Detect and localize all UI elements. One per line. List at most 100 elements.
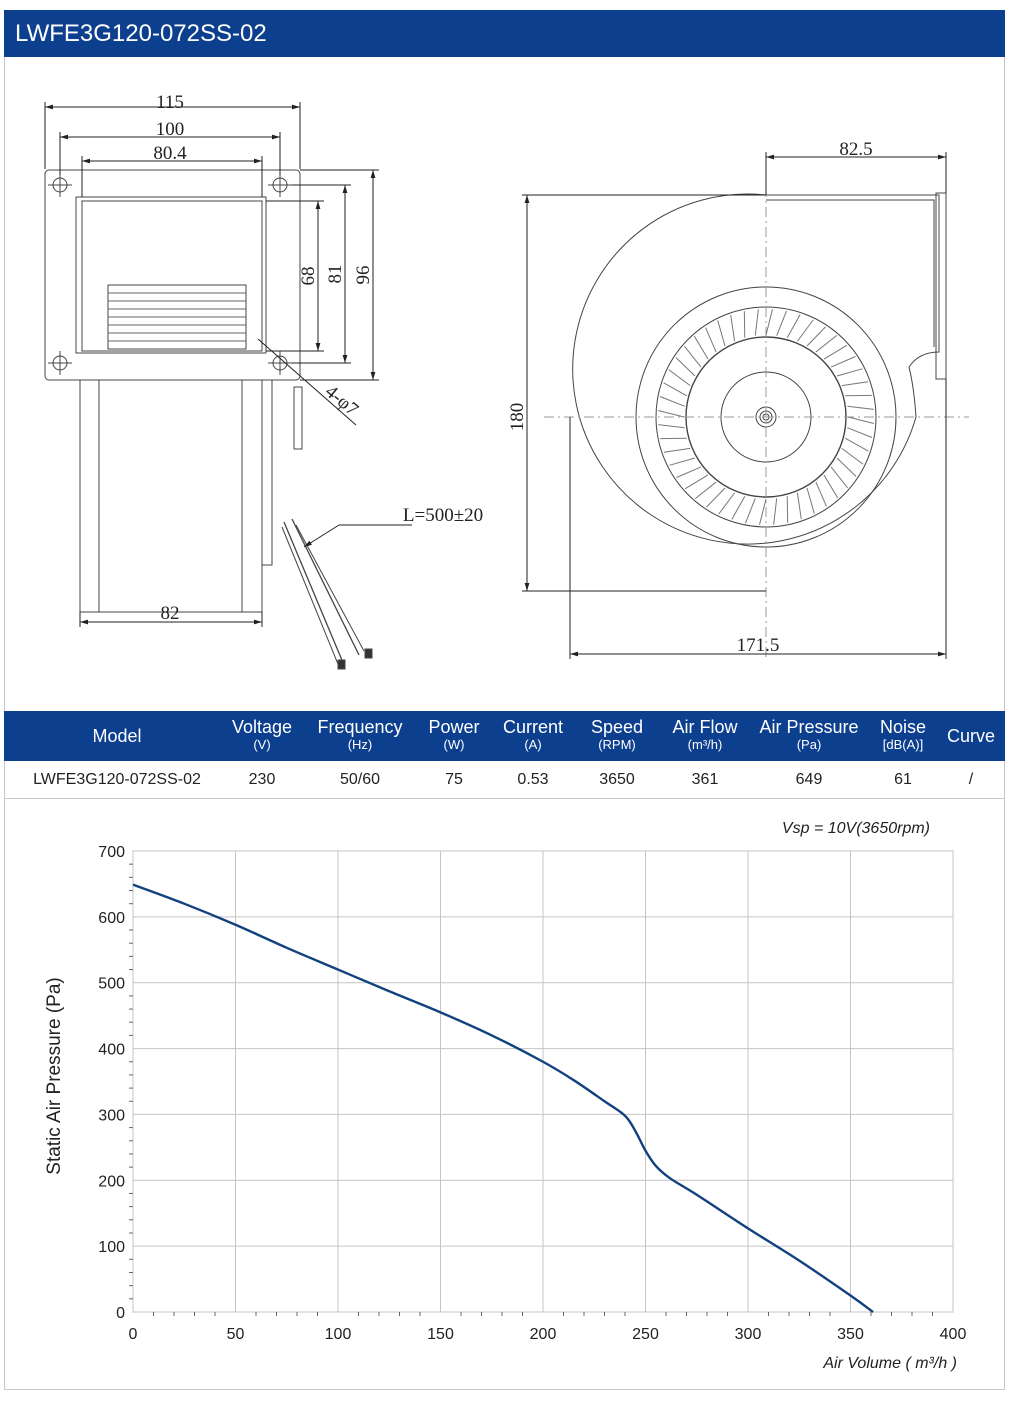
drawing-svg: 115 100 80.4 68 81 96 4-φ7 L=500±20 82 8… (44, 92, 969, 670)
page-title: LWFE3G120-072SS-02 (15, 20, 267, 47)
cell-noise: 61 (894, 771, 912, 788)
impeller-blade (796, 492, 802, 520)
header-curve: Curve (946, 726, 995, 746)
x-tick-label: 150 (427, 1326, 454, 1343)
header-power: Power (W) (428, 717, 480, 752)
x-tick-label: 0 (129, 1326, 138, 1343)
impeller-blade (776, 310, 787, 336)
impeller-blade (847, 416, 874, 424)
dim-label: 171.5 (737, 635, 780, 656)
impeller-blade (830, 356, 856, 368)
impeller-blade (841, 447, 864, 465)
y-axis-label: Static Air Pressure (Pa) (44, 977, 65, 1174)
header-speed: Speed (RPM) (590, 717, 644, 752)
cell-frequency: 50/60 (339, 771, 381, 788)
cell-model: LWFE3G120-072SS-02 (33, 771, 201, 788)
cell-curve: / (968, 771, 974, 788)
x-tick-label: 350 (837, 1326, 864, 1343)
header-noise: Noise [dB(A)] (879, 717, 927, 752)
impeller-blade (668, 369, 691, 387)
impeller-blade (730, 314, 736, 342)
impeller-blade (841, 381, 869, 387)
impeller-blade (694, 481, 717, 499)
dim-label: 80.4 (153, 143, 187, 164)
y-tick-label: 500 (98, 976, 125, 993)
x-tick-label: 100 (325, 1326, 352, 1343)
spec-table-header: Model Voltage (V) Frequency (Hz) Power (W) … (4, 711, 1005, 761)
chart-annotation: Vsp = 10V(3650rpm) (782, 820, 930, 837)
x-tick-label: 250 (632, 1326, 659, 1343)
impeller-blade (847, 405, 874, 410)
cell-current: 0.53 (517, 771, 549, 788)
header-current: Current (A) (502, 717, 564, 752)
y-tick-label: 700 (98, 844, 125, 861)
pressure-flow-chart: 0 100 200 300 400 500 600 700 0 50 100 150 200 250 300… (4, 798, 1005, 1390)
header-model: Model (92, 726, 142, 746)
cell-speed: 3650 (599, 771, 635, 788)
dim-label: 180 (507, 403, 528, 432)
impeller-blade (675, 357, 696, 377)
impeller-blade (669, 457, 696, 466)
dim-label: L=500±20 (403, 505, 483, 526)
impeller-blade (718, 492, 736, 515)
impeller-blade (796, 319, 814, 342)
y-tick-label: 100 (98, 1239, 125, 1256)
impeller-blade (693, 335, 709, 360)
impeller-blade (806, 487, 815, 514)
impeller-blade (786, 314, 801, 339)
impeller-blade (663, 447, 691, 453)
impeller-blade (759, 498, 767, 525)
cell-air-pressure: 649 (795, 771, 823, 788)
header-frequency: Frequency (Hz) (317, 717, 403, 752)
cell-air-flow: 361 (691, 771, 719, 788)
table-row: LWFE3G120-072SS-02 230 50/60 75 0.53 365… (4, 761, 1005, 799)
header-voltage: Voltage (V) (231, 717, 293, 752)
dim-label: 82.5 (839, 139, 872, 160)
chart-grid (132, 850, 954, 1313)
impeller-blade (659, 396, 685, 407)
x-tick-label: 200 (530, 1326, 557, 1343)
dim-label: 82 (161, 603, 180, 624)
dim-label: 115 (156, 92, 184, 113)
y-tick-label: 0 (116, 1305, 125, 1322)
impeller-blade (663, 382, 688, 397)
impeller-blade (717, 320, 726, 347)
y-tick-label: 600 (98, 910, 125, 927)
dim-label: 4-φ7 (321, 381, 362, 420)
impeller-blade (684, 345, 702, 368)
impeller-blade (844, 437, 869, 452)
x-tick-label: 300 (735, 1326, 762, 1343)
series-line (132, 883, 874, 1313)
technical-drawing: 115 100 80.4 68 81 96 4-φ7 L=500±20 82 8… (4, 57, 1005, 711)
impeller-blade (731, 495, 746, 520)
impeller-blade (847, 427, 873, 438)
chart-svg: 0 100 200 300 400 500 600 700 0 50 100 150 200 250 300… (44, 820, 966, 1372)
impeller-blade (823, 474, 839, 499)
impeller-blade (754, 309, 759, 336)
impeller-blade (658, 410, 685, 418)
impeller-blade (773, 498, 778, 525)
dim-label: 81 (325, 265, 346, 284)
impeller-blade (658, 424, 685, 429)
impeller-blade (765, 309, 773, 336)
y-tick-label: 200 (98, 1173, 125, 1190)
impeller-blade (806, 326, 826, 347)
impeller-blade (676, 466, 702, 478)
impeller-blade (745, 498, 756, 524)
x-tick-label: 50 (227, 1326, 245, 1343)
impeller-blade (815, 481, 827, 507)
dim-label: 68 (298, 267, 319, 286)
impeller-blade (823, 344, 848, 360)
impeller-blade (684, 474, 709, 490)
dim-label: 100 (156, 119, 185, 140)
y-tick-label: 400 (98, 1042, 125, 1059)
y-tick-label: 300 (98, 1107, 125, 1124)
cell-power: 75 (445, 771, 463, 788)
impeller-blade (836, 368, 863, 377)
impeller-blade (706, 487, 726, 508)
impeller-blade (830, 466, 848, 489)
scroll-housing (572, 193, 940, 545)
impeller-blade (836, 457, 857, 477)
header-air-flow: Air Flow (m³/h) (672, 717, 738, 752)
title-bar: LWFE3G120-072SS-02 (4, 10, 1005, 57)
